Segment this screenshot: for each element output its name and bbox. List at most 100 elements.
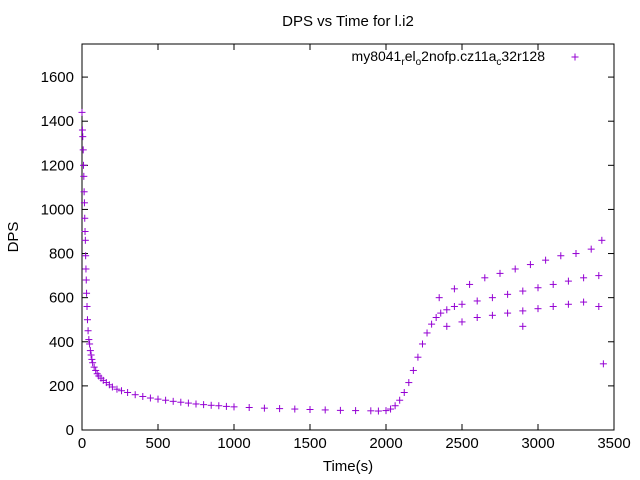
y-tick-label: 600 (49, 290, 74, 307)
data-point (405, 379, 413, 387)
data-point (245, 404, 253, 412)
data-point (82, 265, 90, 273)
legend-name-sub2: o (416, 57, 422, 68)
x-axis-label: Time(s) (323, 458, 373, 475)
data-point (169, 397, 177, 405)
data-point (428, 320, 436, 328)
data-point (564, 300, 572, 308)
data-point (396, 396, 404, 404)
data-point (542, 256, 550, 264)
data-point (534, 284, 542, 292)
y-tick: 200 (49, 378, 614, 395)
x-tick-label: 2000 (369, 435, 402, 452)
data-point (435, 294, 443, 302)
data-point (88, 355, 96, 363)
data-point (80, 199, 88, 207)
x-tick-label: 0 (78, 435, 86, 452)
data-point (85, 336, 93, 344)
data-point (595, 302, 603, 310)
y-tick-label: 1600 (41, 69, 74, 86)
data-point (82, 276, 90, 284)
data-point (595, 272, 603, 280)
data-point (162, 396, 170, 404)
x-tick-label: 1500 (293, 435, 326, 452)
data-point (87, 351, 95, 359)
data-point (504, 290, 512, 298)
data-point (80, 188, 88, 196)
data-point (519, 307, 527, 315)
data-point (118, 387, 126, 395)
data-point (526, 261, 534, 269)
data-point (374, 407, 382, 415)
data-point (92, 366, 100, 374)
data-point (458, 300, 466, 308)
y-tick-label: 1200 (41, 157, 74, 174)
data-point (82, 252, 90, 260)
data-point (81, 227, 89, 235)
data-point (154, 395, 162, 403)
x-tick-label: 3500 (597, 435, 630, 452)
data-point (352, 407, 360, 415)
data-point (549, 302, 557, 310)
data-point (496, 269, 504, 277)
data-point (367, 407, 375, 415)
legend-name-mid1: el (405, 48, 416, 64)
data-point (598, 236, 606, 244)
data-point (587, 245, 595, 253)
y-tick: 0 (66, 422, 614, 439)
data-point (580, 298, 588, 306)
data-point (382, 407, 390, 415)
data-point (89, 359, 97, 367)
data-point (84, 327, 92, 335)
data-point (450, 285, 458, 293)
y-tick-label: 200 (49, 378, 74, 395)
data-point (139, 392, 147, 400)
x-tick: 2000 (369, 44, 403, 452)
data-point (260, 404, 268, 412)
data-point (458, 318, 466, 326)
data-point (78, 108, 86, 116)
data-point (131, 391, 139, 399)
data-point (400, 389, 408, 397)
data-point (564, 277, 572, 285)
y-tick-label: 1400 (41, 113, 74, 130)
x-tick: 500 (145, 44, 171, 452)
plot-frame (81, 43, 615, 431)
data-point (80, 161, 88, 169)
x-tick: 0 (78, 44, 86, 452)
x-tick: 3000 (521, 44, 555, 452)
data-point (83, 302, 91, 310)
data-point (207, 401, 215, 409)
data-point (418, 340, 426, 348)
y-tick: 800 (49, 246, 614, 263)
data-point (437, 309, 445, 317)
data-point (519, 287, 527, 295)
data-point (432, 314, 440, 322)
data-point (83, 289, 91, 297)
y-tick-label: 0 (66, 422, 74, 439)
x-tick: 2500 (445, 44, 479, 452)
data-point (572, 250, 580, 258)
legend: my8041relo2nofp.cz11ac32r128 (352, 48, 579, 68)
x-tick-label: 2500 (445, 435, 478, 452)
data-point (222, 402, 230, 410)
y-tick-label: 1000 (41, 201, 74, 218)
x-tick: 3500 (597, 44, 631, 452)
legend-name-sub1: r (401, 57, 405, 68)
data-point (557, 252, 565, 260)
data-point (519, 322, 527, 330)
data-point (443, 322, 451, 330)
data-point (184, 399, 192, 407)
legend-name-tail: 32r128 (501, 48, 545, 64)
legend-marker-symbol (571, 53, 579, 61)
data-point (443, 306, 451, 314)
y-axis-label: DPS (5, 222, 22, 253)
chart-title: DPS vs Time for l.i2 (282, 13, 414, 30)
y-axis-ticks: 0 200 400 600 800 1000 1200 1400 1600 (41, 69, 614, 439)
data-point (79, 146, 87, 154)
data-point (534, 305, 542, 313)
data-point (336, 406, 344, 414)
data-point (124, 389, 132, 397)
data-point (200, 401, 208, 409)
data-point (481, 274, 489, 282)
